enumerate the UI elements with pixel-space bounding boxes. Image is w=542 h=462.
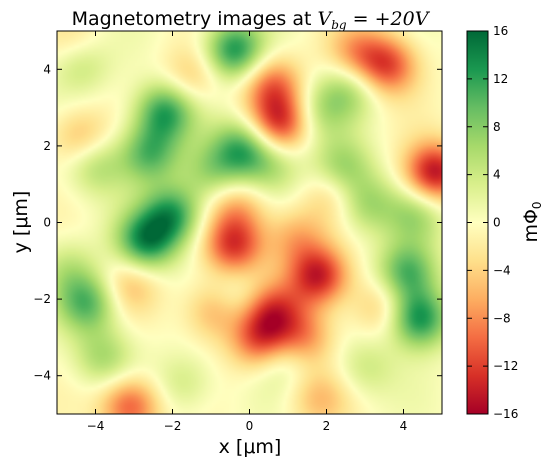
y-tick-label: 4 [43, 62, 51, 76]
y-tick-label: 2 [43, 139, 51, 153]
heatmap-image [57, 31, 442, 414]
y-tick-label: −2 [33, 292, 51, 306]
colorbar-tick-label: 12 [493, 72, 508, 86]
colorbar-tick-label: 8 [493, 120, 501, 134]
y-axis-label: y [μm] [10, 191, 32, 254]
chart-title-text: Magnetometry images at [72, 8, 318, 30]
colorbar-tick-label: 4 [493, 168, 501, 182]
x-tick-label: 0 [246, 419, 254, 433]
chart-title: Magnetometry images at Vbg = +20V [72, 8, 431, 32]
colorbar-tick-label: −12 [493, 359, 518, 373]
chart-title-math-sub: bg [331, 18, 347, 32]
chart-title-math: V [317, 8, 333, 30]
x-axis-ticks: −4 −2 0 2 4 [87, 31, 408, 433]
x-tick-label: 4 [400, 419, 408, 433]
colorbar-tick-label: −8 [493, 311, 511, 325]
colorbar-tick-label: −4 [493, 263, 511, 277]
y-tick-label: 0 [43, 216, 51, 230]
x-tick-label: −4 [87, 419, 105, 433]
colorbar-label-sub: 0 [530, 201, 542, 209]
y-tick-label: −4 [33, 369, 51, 383]
colorbar-tick-label: −16 [493, 407, 518, 421]
colorbar-label: mΦ0 [520, 201, 542, 242]
colorbar-gradient [467, 31, 488, 414]
colorbar-ticks: −16 −12 −8 −4 0 4 8 12 16 [467, 24, 518, 421]
colorbar-tick-label: 16 [493, 24, 508, 38]
x-tick-label: 2 [323, 419, 331, 433]
x-tick-label: −2 [164, 419, 182, 433]
colorbar-label-text: mΦ [520, 209, 542, 242]
heatmap-plot: −4 −2 0 2 4 −4 −2 0 2 4 [33, 30, 443, 433]
y-axis-ticks: −4 −2 0 2 4 [33, 62, 442, 383]
chart-title-math-rest: = +20V [347, 8, 431, 30]
x-axis-label: x [μm] [219, 436, 282, 458]
colorbar-tick-label: 0 [493, 216, 501, 230]
